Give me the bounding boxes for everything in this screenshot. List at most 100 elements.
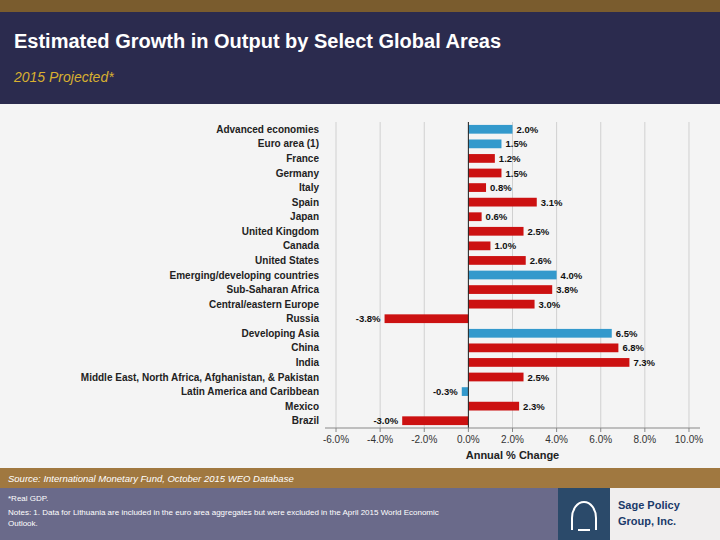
y-tick-label: United States xyxy=(255,255,319,266)
x-tick-label: 2.0% xyxy=(501,434,524,445)
y-tick-label: Developing Asia xyxy=(242,328,320,339)
data-label: 6.5% xyxy=(616,328,638,339)
logo-text: Group, Inc. xyxy=(618,515,676,527)
x-tick-label: 4.0% xyxy=(545,434,568,445)
y-tick-label: Canada xyxy=(283,240,320,251)
x-tick-label: 0.0% xyxy=(457,434,480,445)
background xyxy=(0,0,720,540)
data-label: 0.8% xyxy=(490,182,512,193)
notes-area xyxy=(0,488,558,540)
logo-icon-box xyxy=(558,488,610,540)
header-band xyxy=(0,12,720,104)
x-tick xyxy=(424,428,425,432)
note: Notes: 1. Data for Lithuania are include… xyxy=(8,508,439,528)
y-tick-label: Central/eastern Europe xyxy=(209,299,319,310)
data-label: 3.1% xyxy=(541,197,563,208)
x-tick-label: 8.0% xyxy=(633,434,656,445)
data-label: 4.0% xyxy=(561,270,583,281)
data-label: 2.5% xyxy=(528,226,550,237)
x-tick-label: 6.0% xyxy=(589,434,612,445)
x-tick-label: -6.0% xyxy=(323,434,349,445)
bar xyxy=(468,154,494,163)
data-label: -3.8% xyxy=(356,313,381,324)
data-label: 2.6% xyxy=(530,255,552,266)
bar xyxy=(468,227,523,236)
y-tick-label: United Kingdom xyxy=(242,226,319,237)
bar xyxy=(385,314,469,323)
x-tick xyxy=(336,428,337,432)
y-tick-label: Japan xyxy=(290,211,319,222)
data-label: 1.2% xyxy=(499,153,521,164)
data-label: 2.5% xyxy=(528,372,550,383)
y-tick-label: Germany xyxy=(276,168,320,179)
chart-subtitle: 2015 Projected* xyxy=(13,69,114,85)
x-tick xyxy=(556,428,557,432)
zero-line xyxy=(468,122,469,428)
data-label: 1.5% xyxy=(505,138,527,149)
y-tick-label: Italy xyxy=(299,182,319,193)
y-tick-label: France xyxy=(286,153,319,164)
source-text: Source: International Monetary Fund, Oct… xyxy=(8,473,294,484)
bar xyxy=(468,139,501,148)
x-tick xyxy=(512,428,513,432)
y-tick-label: Brazil xyxy=(292,415,319,426)
x-tick-label: 10.0% xyxy=(675,434,703,445)
data-label: 2.0% xyxy=(517,124,539,135)
x-tick xyxy=(468,428,469,432)
grid-line xyxy=(688,122,689,428)
bar xyxy=(468,183,486,192)
data-label: 0.6% xyxy=(486,211,508,222)
bar xyxy=(468,198,536,207)
x-tick xyxy=(688,428,689,432)
data-label: 2.3% xyxy=(523,401,545,412)
y-tick-label: Latin America and Caribbean xyxy=(181,386,319,397)
bar xyxy=(468,169,501,178)
data-label: -0.3% xyxy=(433,386,458,397)
x-axis-label: Annual % Change xyxy=(466,449,560,461)
data-label: 1.0% xyxy=(494,240,516,251)
bar xyxy=(468,125,512,134)
grid-line xyxy=(336,122,337,428)
source-strip xyxy=(0,468,720,488)
bar xyxy=(468,271,556,280)
grid-line xyxy=(380,122,381,428)
grid-line xyxy=(600,122,601,428)
data-label: 6.8% xyxy=(622,342,644,353)
data-label: 3.0% xyxy=(539,299,561,310)
bar xyxy=(468,329,611,338)
chart-root: Estimated Growth in Output by Select Glo… xyxy=(0,0,720,540)
data-label: 3.8% xyxy=(556,284,578,295)
y-tick-label: Mexico xyxy=(285,401,319,412)
grid xyxy=(336,122,689,428)
chart-title: Estimated Growth in Output by Select Glo… xyxy=(14,30,501,52)
y-tick-label: Spain xyxy=(292,197,319,208)
y-tick-label: Sub-Saharan Africa xyxy=(227,284,320,295)
y-tick-label: Emerging/developing countries xyxy=(170,270,320,281)
bar xyxy=(462,387,469,396)
grid-line xyxy=(644,122,645,428)
bar xyxy=(468,300,534,309)
bar xyxy=(468,256,525,265)
data-label: -3.0% xyxy=(373,415,398,426)
bar xyxy=(402,416,468,425)
bar xyxy=(468,285,552,294)
grid-line xyxy=(424,122,425,428)
y-tick-label: China xyxy=(291,342,319,353)
bar xyxy=(468,402,519,411)
bar xyxy=(468,212,481,221)
note: *Real GDP. xyxy=(8,494,48,503)
bar xyxy=(468,358,629,367)
logo-area xyxy=(558,488,720,540)
y-tick-label: Middle East, North Africa, Afghanistan, … xyxy=(81,372,319,383)
y-tick-label: Russia xyxy=(286,313,319,324)
x-tick xyxy=(380,428,381,432)
data-label: 7.3% xyxy=(633,357,655,368)
bar xyxy=(468,241,490,250)
y-tick-label: Advanced economies xyxy=(216,124,319,135)
bars xyxy=(385,125,630,425)
logo-text: Sage Policy xyxy=(618,499,681,511)
x-tick xyxy=(600,428,601,432)
header-stripe xyxy=(0,0,720,12)
bar xyxy=(468,343,618,352)
y-tick-label: Euro area (1) xyxy=(258,138,319,149)
